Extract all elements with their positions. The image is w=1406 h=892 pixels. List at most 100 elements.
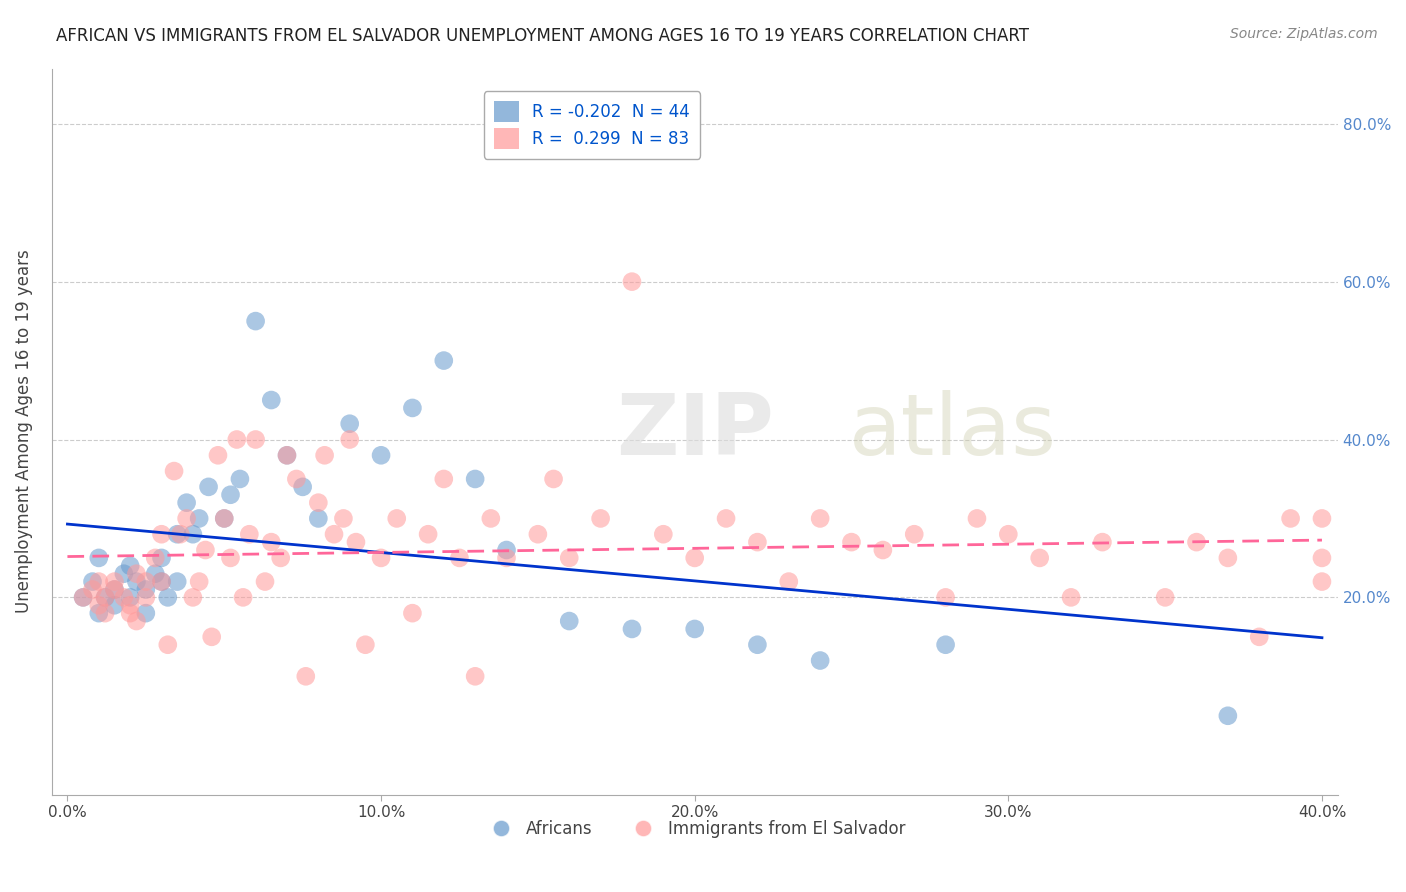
- Point: [103, 599, 125, 613]
- Point: [652, 527, 675, 541]
- Point: [245, 314, 267, 328]
- Point: [103, 582, 125, 597]
- Point: [87, 606, 110, 620]
- Point: [620, 275, 643, 289]
- Point: [683, 622, 706, 636]
- Point: [94, 606, 117, 620]
- Point: [197, 480, 219, 494]
- Point: [166, 574, 188, 589]
- Point: [87, 599, 110, 613]
- Point: [72, 591, 94, 605]
- Point: [112, 591, 135, 605]
- Point: [433, 472, 456, 486]
- Point: [1310, 550, 1333, 565]
- Point: [370, 550, 392, 565]
- Point: [344, 535, 367, 549]
- Point: [245, 433, 267, 447]
- Point: [94, 591, 117, 605]
- Point: [558, 614, 581, 628]
- Point: [181, 527, 204, 541]
- Point: [150, 574, 173, 589]
- Point: [495, 550, 517, 565]
- Point: [150, 527, 173, 541]
- Point: [449, 550, 471, 565]
- Point: [82, 582, 104, 597]
- Point: [112, 566, 135, 581]
- Point: [370, 448, 392, 462]
- Point: [1279, 511, 1302, 525]
- Point: [808, 511, 831, 525]
- Point: [385, 511, 408, 525]
- Point: [120, 599, 142, 613]
- Point: [314, 448, 336, 462]
- Point: [135, 606, 157, 620]
- Point: [401, 401, 423, 415]
- Point: [253, 574, 276, 589]
- Point: [169, 527, 191, 541]
- Point: [747, 535, 769, 549]
- Point: [260, 392, 283, 407]
- Point: [558, 550, 581, 565]
- Point: [229, 472, 252, 486]
- Point: [808, 653, 831, 667]
- Point: [188, 511, 211, 525]
- Point: [212, 511, 235, 525]
- Point: [291, 480, 314, 494]
- Point: [72, 591, 94, 605]
- Point: [125, 566, 148, 581]
- Point: [433, 353, 456, 368]
- Point: [1216, 550, 1239, 565]
- Point: [238, 527, 260, 541]
- Point: [181, 591, 204, 605]
- Point: [201, 630, 224, 644]
- Point: [872, 543, 894, 558]
- Point: [714, 511, 737, 525]
- Point: [103, 574, 125, 589]
- Point: [232, 591, 254, 605]
- Point: [307, 496, 329, 510]
- Point: [841, 535, 863, 549]
- Point: [176, 496, 198, 510]
- Point: [120, 591, 142, 605]
- Point: [620, 622, 643, 636]
- Point: [903, 527, 925, 541]
- Legend: Africans, Immigrants from El Salvador: Africans, Immigrants from El Salvador: [478, 814, 911, 845]
- Point: [401, 606, 423, 620]
- Point: [194, 543, 217, 558]
- Text: AFRICAN VS IMMIGRANTS FROM EL SALVADOR UNEMPLOYMENT AMONG AGES 16 TO 19 YEARS CO: AFRICAN VS IMMIGRANTS FROM EL SALVADOR U…: [56, 27, 1029, 45]
- Point: [1249, 630, 1271, 644]
- Point: [1310, 511, 1333, 525]
- Point: [156, 638, 179, 652]
- Point: [143, 566, 166, 581]
- Point: [1216, 708, 1239, 723]
- Point: [332, 511, 354, 525]
- Point: [935, 638, 957, 652]
- Point: [276, 448, 298, 462]
- Point: [1028, 550, 1050, 565]
- Point: [1310, 574, 1333, 589]
- Point: [997, 527, 1019, 541]
- Point: [212, 511, 235, 525]
- Text: Source: ZipAtlas.com: Source: ZipAtlas.com: [1230, 27, 1378, 41]
- Point: [354, 638, 377, 652]
- Point: [543, 472, 565, 486]
- Point: [163, 464, 186, 478]
- Point: [270, 550, 292, 565]
- Point: [207, 448, 229, 462]
- Point: [135, 574, 157, 589]
- Point: [156, 591, 179, 605]
- Point: [966, 511, 988, 525]
- Point: [166, 527, 188, 541]
- Point: [339, 433, 361, 447]
- Point: [225, 433, 247, 447]
- Point: [479, 511, 502, 525]
- Point: [1154, 591, 1177, 605]
- Point: [323, 527, 346, 541]
- Point: [150, 574, 173, 589]
- Point: [82, 574, 104, 589]
- Point: [464, 669, 486, 683]
- Point: [778, 574, 800, 589]
- Point: [143, 550, 166, 565]
- Point: [527, 527, 550, 541]
- Point: [294, 669, 316, 683]
